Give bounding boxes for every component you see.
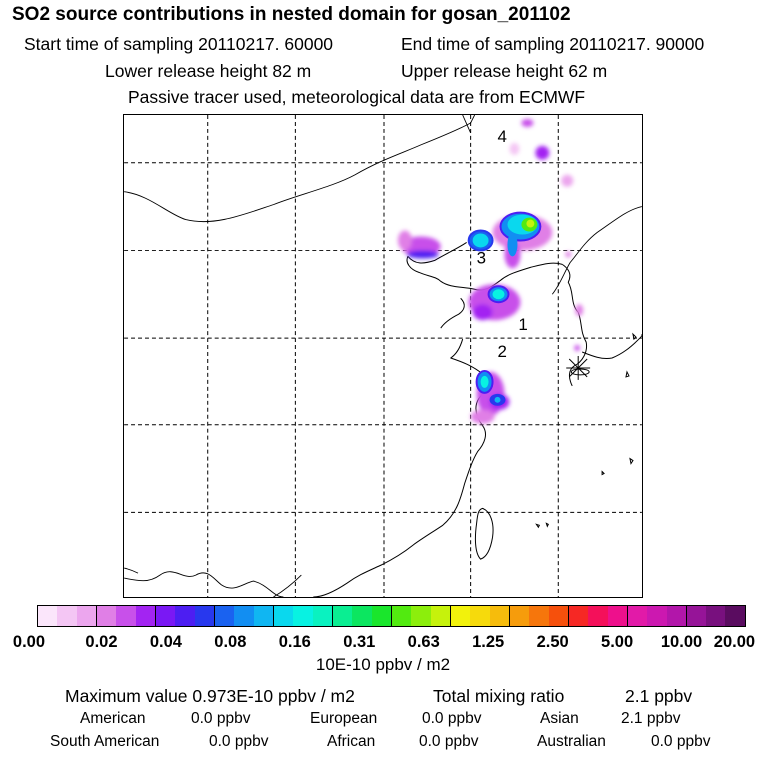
region-african-name: African: [327, 733, 376, 750]
map-panel: 4 3 1 2: [123, 114, 643, 598]
max-value-text: Maximum value 0.973E-10 ppbv / m2: [65, 686, 355, 706]
total-mixing-value: 2.1 ppbv: [625, 686, 693, 706]
total-mixing-label: Total mixing ratio: [433, 686, 565, 706]
region-label-3: 3: [477, 248, 486, 267]
colorbar-segment: [293, 606, 313, 626]
region-south-american-name: South American: [50, 733, 160, 750]
region-australian-name: Australian: [537, 733, 606, 750]
figure-title: SO2 source contributions in nested domai…: [12, 4, 571, 25]
colorbar-tick-label: 10.00: [660, 633, 703, 651]
concentration-plumes: [397, 118, 584, 424]
colorbar-segment: [312, 606, 333, 626]
colorbar-segment: [725, 606, 745, 626]
boundaries: [124, 115, 642, 597]
region-american-value: 0.0 ppbv: [191, 710, 251, 727]
region-asian-value: 2.1 ppbv: [621, 710, 681, 727]
colorbar-tick-label: 0.08: [214, 633, 247, 651]
colorbar-segment: [57, 606, 77, 626]
colorbar-segment: [568, 606, 589, 626]
colorbar-segment: [96, 606, 117, 626]
colorbar-segment: [253, 606, 274, 626]
colorbar-tick-label: 0.00: [12, 633, 46, 651]
region-label-1: 1: [518, 315, 527, 334]
colorbar-segment: [273, 606, 294, 626]
colorbar-tick-label: 2.50: [536, 633, 569, 651]
colorbar-segment: [706, 606, 726, 626]
region-asian-name: Asian: [540, 710, 579, 727]
colorbar-segment: [352, 606, 372, 626]
colorbar-segment: [135, 606, 156, 626]
colorbar-segment: [155, 606, 176, 626]
colorbar-segment: [607, 606, 628, 626]
region-african-value: 0.0 ppbv: [419, 733, 479, 750]
colorbar-tick-label: 0.04: [149, 633, 182, 651]
region-european-name: European: [310, 710, 378, 727]
colorbar: [37, 605, 746, 627]
end-sampling-text: End time of sampling 20110217. 90000: [401, 34, 705, 54]
colorbar-tick-label: 0.63: [407, 633, 440, 651]
colorbar-segment: [647, 606, 667, 626]
start-sampling-text: Start time of sampling 20110217. 60000: [24, 34, 334, 54]
colorbar-units: 10E-10 ppbv / m2: [315, 655, 451, 674]
colorbar-segment: [175, 606, 195, 626]
tracer-note-text: Passive tracer used, meteorological data…: [128, 87, 586, 107]
colorbar-segment: [214, 606, 235, 626]
islands: [474, 332, 637, 560]
colorbar-segment: [450, 606, 471, 626]
colorbar-segment: [470, 606, 490, 626]
colorbar-tick-label: 0.02: [85, 633, 118, 651]
colorbar-segment: [411, 606, 431, 626]
grid-lines: [124, 115, 642, 597]
region-south-american-value: 0.0 ppbv: [209, 733, 269, 750]
colorbar-tick-label: 0.31: [343, 633, 376, 651]
colorbar-segment: [194, 606, 215, 626]
lower-release-text: Lower release height 82 m: [105, 61, 312, 81]
colorbar-segment: [686, 606, 707, 626]
colorbar-segment: [489, 606, 510, 626]
region-american-name: American: [80, 710, 146, 727]
colorbar-tick-label: 0.16: [278, 633, 311, 651]
colorbar-segment: [116, 606, 136, 626]
colorbar-segment: [234, 606, 254, 626]
colorbar-segment: [548, 606, 569, 626]
colorbar-segment: [509, 606, 530, 626]
colorbar-segment: [588, 606, 608, 626]
colorbar-segment: [332, 606, 353, 626]
colorbar-segment: [371, 606, 392, 626]
region-label-2: 2: [498, 342, 507, 361]
colorbar-segment: [430, 606, 451, 626]
colorbar-segment: [76, 606, 97, 626]
colorbar-tick-label: 5.00: [601, 633, 634, 651]
region-european-value: 0.0 ppbv: [422, 710, 482, 727]
colorbar-tick-label: 20.00: [713, 633, 756, 651]
gosan-asterisk-icon: [566, 355, 591, 380]
colorbar-segment: [627, 606, 648, 626]
upper-release-text: Upper release height 62 m: [401, 61, 608, 81]
colorbar-segment: [666, 606, 687, 626]
region-australian-value: 0.0 ppbv: [651, 733, 711, 750]
region-label-4: 4: [498, 127, 507, 146]
colorbar-segment: [391, 606, 412, 626]
colorbar-tick-label: 1.25: [472, 633, 505, 651]
colorbar-segment: [529, 606, 549, 626]
colorbar-segment: [38, 606, 58, 626]
